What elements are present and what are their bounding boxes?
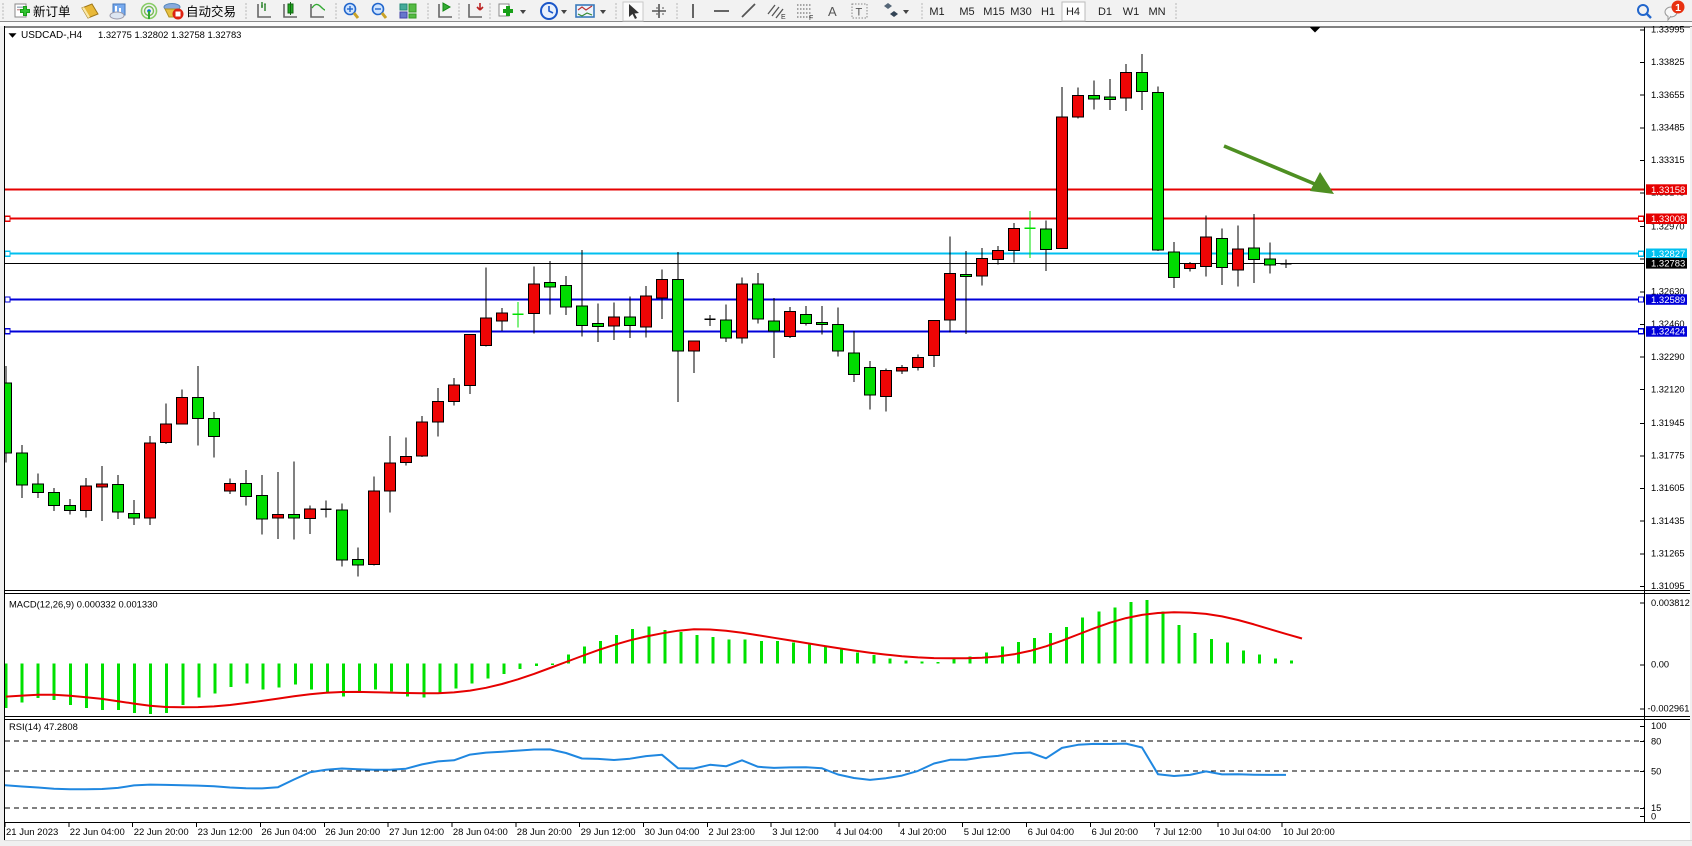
svg-text:F: F [809,15,813,22]
svg-text:M1: M1 [929,6,944,18]
svg-text:7 Jul 12:00: 7 Jul 12:00 [1155,827,1201,838]
svg-text:1.33008: 1.33008 [1651,214,1685,225]
svg-text:23 Jun 12:00: 23 Jun 12:00 [198,827,253,838]
svg-text:27 Jun 12:00: 27 Jun 12:00 [389,827,444,838]
svg-text:1.31775: 1.31775 [1651,451,1685,461]
svg-text:1.32424: 1.32424 [1651,327,1685,338]
svg-text:1.32460: 1.32460 [1651,319,1685,329]
svg-text:1.32775 1.32802 1.32758 1.3278: 1.32775 1.32802 1.32758 1.32783 [98,29,241,40]
svg-text:1.32827: 1.32827 [1651,249,1685,260]
svg-text:1.31095: 1.31095 [1651,581,1685,591]
svg-text:0.003812: 0.003812 [1651,598,1690,608]
svg-text:50: 50 [1651,766,1661,776]
svg-text:1.32783: 1.32783 [1651,259,1685,270]
svg-text:10 Jul 04:00: 10 Jul 04:00 [1219,827,1271,838]
svg-text:1.33485: 1.33485 [1651,123,1685,133]
svg-text:1.33825: 1.33825 [1651,57,1685,67]
svg-text:1.32970: 1.32970 [1651,221,1685,231]
svg-text:新订单: 新订单 [33,4,71,19]
svg-text:1: 1 [1675,2,1681,14]
svg-text:1.32290: 1.32290 [1651,352,1685,362]
svg-text:80: 80 [1651,736,1661,746]
svg-text:1.33995: 1.33995 [1651,25,1685,35]
svg-text:0: 0 [1651,811,1656,821]
svg-text:30 Jun 04:00: 30 Jun 04:00 [645,827,700,838]
svg-text:1.32589: 1.32589 [1651,295,1685,306]
svg-text:M30: M30 [1010,6,1031,18]
svg-text:M15: M15 [983,6,1004,18]
svg-text:USDCAD-,H4: USDCAD-,H4 [21,30,83,41]
svg-text:T: T [856,7,863,19]
svg-text:1.33315: 1.33315 [1651,155,1685,165]
svg-text:0.00: 0.00 [1651,660,1669,670]
svg-text:10 Jul 20:00: 10 Jul 20:00 [1283,827,1335,838]
svg-text:6 Jul 20:00: 6 Jul 20:00 [1092,827,1138,838]
svg-text:1.31605: 1.31605 [1651,483,1685,493]
svg-text:1.32120: 1.32120 [1651,384,1685,394]
svg-text:D1: D1 [1098,6,1112,18]
svg-text:28 Jun 20:00: 28 Jun 20:00 [517,827,572,838]
svg-text:2 Jul 23:00: 2 Jul 23:00 [708,827,754,838]
svg-text:21 Jun 2023: 21 Jun 2023 [6,827,58,838]
svg-text:E: E [781,14,786,21]
svg-text:4 Jul 04:00: 4 Jul 04:00 [836,827,882,838]
svg-text:26 Jun 04:00: 26 Jun 04:00 [261,827,316,838]
svg-text:100: 100 [1651,721,1667,731]
svg-text:M5: M5 [959,6,974,18]
svg-text:1.31265: 1.31265 [1651,549,1685,559]
svg-text:1.33655: 1.33655 [1651,90,1685,100]
svg-text:MN: MN [1148,6,1165,18]
svg-text:1.31435: 1.31435 [1651,516,1685,526]
svg-text:H1: H1 [1041,6,1055,18]
svg-text:3 Jul 12:00: 3 Jul 12:00 [772,827,818,838]
svg-text:15: 15 [1651,803,1661,813]
svg-text:22 Jun 04:00: 22 Jun 04:00 [70,827,125,838]
svg-text:22 Jun 20:00: 22 Jun 20:00 [134,827,189,838]
svg-text:自动交易: 自动交易 [186,4,236,19]
svg-text:1.32630: 1.32630 [1651,287,1685,297]
svg-text:26 Jun 20:00: 26 Jun 20:00 [325,827,380,838]
svg-text:1.33158: 1.33158 [1651,185,1685,196]
svg-text:-0.002961: -0.002961 [1648,704,1690,714]
svg-text:28 Jun 04:00: 28 Jun 04:00 [453,827,508,838]
svg-text:H4: H4 [1066,6,1080,18]
svg-text:4 Jul 20:00: 4 Jul 20:00 [900,827,946,838]
svg-text:6 Jul 04:00: 6 Jul 04:00 [1028,827,1074,838]
svg-text:W1: W1 [1123,6,1140,18]
svg-text:A: A [828,4,837,19]
svg-text:5 Jul 12:00: 5 Jul 12:00 [964,827,1010,838]
svg-text:MACD(12,26,9) 0.000332 0.00133: MACD(12,26,9) 0.000332 0.001330 [9,599,158,610]
svg-text:RSI(14) 47.2808: RSI(14) 47.2808 [9,721,78,732]
svg-text:29 Jun 12:00: 29 Jun 12:00 [581,827,636,838]
svg-text:1.31945: 1.31945 [1651,418,1685,428]
